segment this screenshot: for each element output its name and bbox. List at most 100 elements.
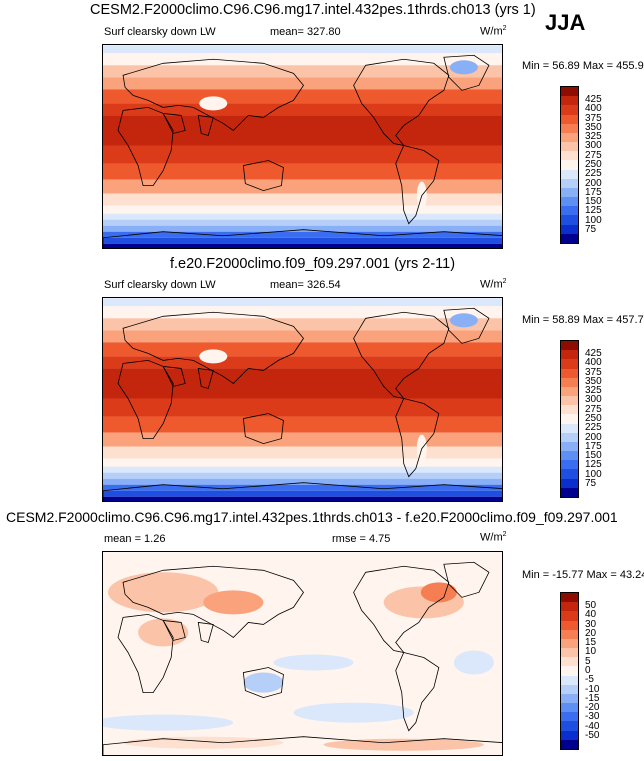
map-band (103, 496, 502, 501)
colorbar-cell (561, 712, 578, 722)
colorbar-cell (561, 414, 578, 424)
colorbar-tick-label: 275 (585, 149, 602, 161)
continent-outline (242, 413, 284, 445)
colorbar-tick-label: 20 (585, 627, 597, 639)
continent-outline (117, 359, 174, 439)
colorbar-tick-label: 5 (585, 655, 591, 667)
colorbar-tick-label: 100 (585, 214, 602, 226)
colorbar-tick-label: 125 (585, 459, 602, 471)
colorbar-cell (561, 178, 578, 188)
map-cool-region (449, 313, 478, 328)
map-band (103, 466, 502, 473)
colorbar-tick-label: 425 (585, 93, 602, 105)
colorbar-tick-label: 175 (585, 440, 602, 452)
map-band (103, 115, 502, 146)
continent-outline (443, 54, 490, 91)
map-band (103, 478, 502, 485)
continent-outline (353, 565, 450, 654)
colorbar-cell (561, 187, 578, 198)
map-band (103, 53, 502, 66)
colorbar-cell (561, 377, 578, 387)
colorbar-cell (561, 224, 578, 234)
map-band (103, 237, 502, 244)
colorbar-cell (561, 160, 578, 170)
continent-outline (395, 652, 440, 732)
colorbar-cell (561, 684, 578, 694)
panel1-map-svg (103, 45, 502, 248)
colorbar-cell (561, 396, 578, 406)
colorbar-cell (561, 638, 578, 649)
colorbar-tick-label: 200 (585, 431, 602, 443)
map-anomaly-region (203, 590, 264, 615)
map-band (103, 243, 502, 248)
colorbar-cell (561, 441, 578, 452)
panel2-minmax-label: Min = 58.89 Max = 457.74 (522, 314, 644, 326)
colorbar-cell (561, 169, 578, 179)
colorbar-cell (561, 341, 578, 351)
map-anomaly-region (108, 572, 219, 613)
colorbar-tick-label: 75 (585, 224, 597, 236)
panel1-colorbar (560, 86, 579, 244)
colorbar-tick-label: 300 (585, 140, 602, 152)
colorbar-tick-label: -10 (585, 683, 600, 695)
panel3-mean-label: mean = 1.26 (104, 533, 166, 545)
continent-outline (242, 667, 284, 699)
continent-outline (162, 112, 186, 134)
map-band (103, 368, 502, 399)
colorbar-cell (561, 593, 578, 603)
panel2-map (102, 297, 503, 502)
map-band (103, 205, 502, 214)
continent-outline (103, 736, 502, 755)
continent-outline (197, 367, 214, 389)
panel1-units-label: W/m2 (480, 25, 507, 38)
colorbar-tick-label: -5 (585, 674, 594, 686)
panel1-variable-label: Surf clearsky down LW (104, 26, 216, 38)
colorbar-tick-label: 400 (585, 103, 602, 115)
colorbar-tick-label: 375 (585, 112, 602, 124)
colorbar-tick-label: 150 (585, 196, 602, 208)
map-band (103, 318, 502, 331)
panel2-title: f.e20.F2000climo.f09_f09.297.001 (yrs 2-… (170, 256, 456, 272)
colorbar-tick-label: 300 (585, 394, 602, 406)
colorbar-tick-label: 100 (585, 468, 602, 480)
continent-outline (162, 619, 186, 641)
continent-outline (443, 307, 490, 344)
map-band (103, 65, 502, 78)
colorbar-tick-label: 400 (585, 357, 602, 369)
colorbar-cell (561, 432, 578, 442)
colorbar-tick-label: -15 (585, 692, 600, 704)
colorbar-cell (561, 602, 578, 612)
map-band (103, 446, 502, 459)
colorbar-cell (561, 423, 578, 433)
map-band (103, 416, 502, 433)
colorbar-tick-label: 40 (585, 609, 597, 621)
continent-outline (395, 398, 440, 478)
colorbar-cell (561, 469, 578, 479)
colorbar-cell (561, 386, 578, 397)
map-band (103, 458, 502, 467)
colorbar-tick-label: 30 (585, 618, 597, 630)
map-band (103, 472, 502, 479)
colorbar-tick-label: 15 (585, 637, 597, 649)
colorbar-cell (561, 739, 578, 749)
colorbar-cell (561, 233, 578, 243)
colorbar-cell (561, 620, 578, 630)
colorbar-tick-label: -40 (585, 720, 600, 732)
map-anomaly-region (123, 736, 284, 749)
colorbar-cell (561, 132, 578, 143)
map-anomaly-region (273, 654, 354, 671)
panel3-map-svg (103, 552, 502, 755)
colorbar-tick-label: 200 (585, 177, 602, 189)
map-cool-region (199, 96, 228, 111)
colorbar-cell (561, 197, 578, 207)
map-anomaly-region (453, 650, 494, 675)
map-band (103, 342, 502, 357)
colorbar-cell (561, 151, 578, 161)
colorbar-cell (561, 123, 578, 133)
colorbar-cell (561, 478, 578, 488)
colorbar-cell (561, 142, 578, 152)
colorbar-cell (561, 368, 578, 378)
continent-outline (122, 58, 304, 131)
panel1-minmax-label: Min = 56.89 Max = 455.90 (522, 60, 644, 72)
map-band (103, 225, 502, 232)
